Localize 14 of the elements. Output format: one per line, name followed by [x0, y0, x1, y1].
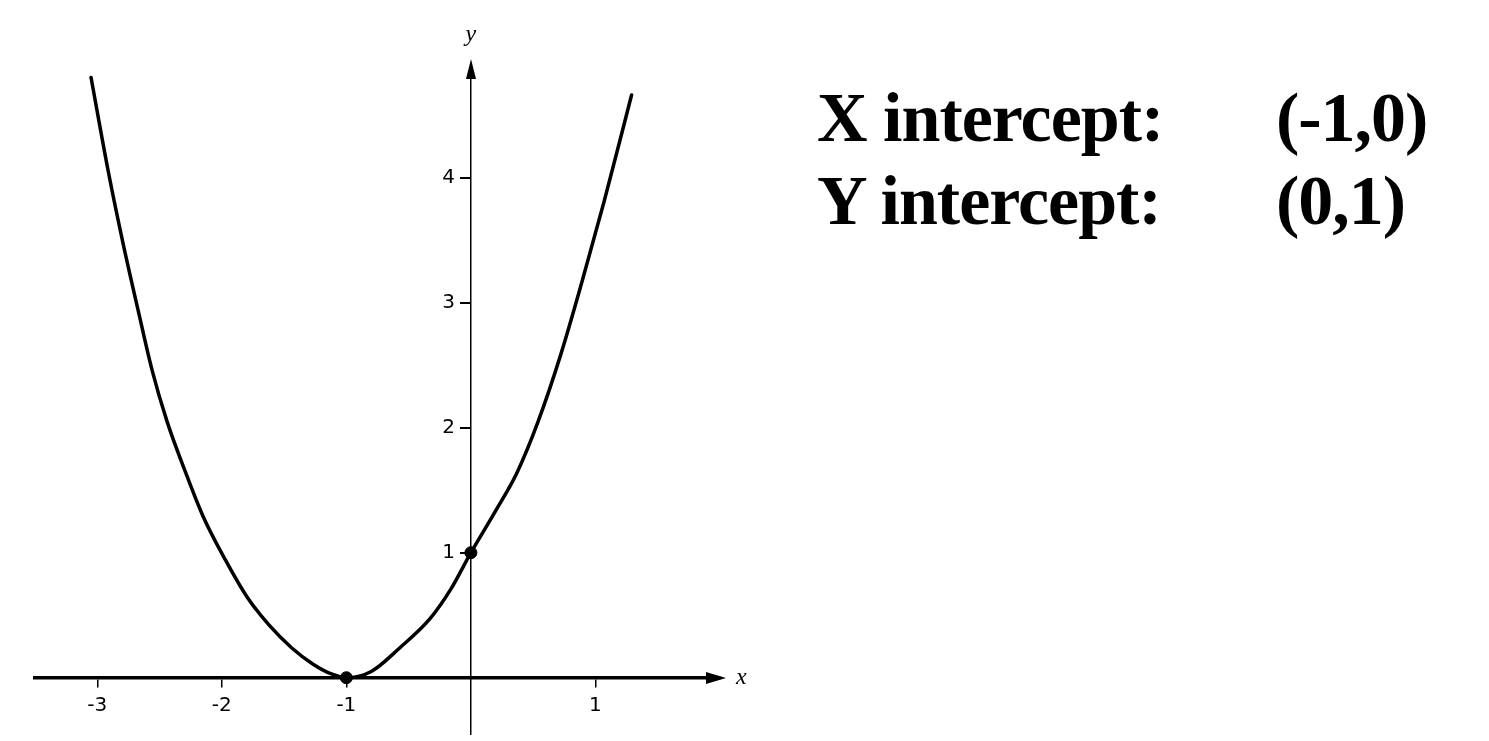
- y-tick-label: 4: [442, 163, 455, 188]
- text: X intercept:: [817, 78, 1165, 158]
- x-axis-title: x: [735, 663, 747, 690]
- y-tick-label: 1: [442, 538, 455, 563]
- x-tick-label: 1: [589, 691, 602, 716]
- text: Y intercept:: [817, 161, 1162, 241]
- x-tick-label: -2: [211, 691, 232, 716]
- y-tick-label: 2: [442, 413, 455, 438]
- y-tick-label: 3: [442, 288, 455, 313]
- text: (-1,0): [1276, 78, 1428, 158]
- text: (0,1): [1276, 161, 1407, 241]
- y-axis-title: y: [463, 20, 477, 47]
- x-tick-label: -1: [336, 691, 357, 716]
- x-tick-label: -3: [87, 691, 108, 716]
